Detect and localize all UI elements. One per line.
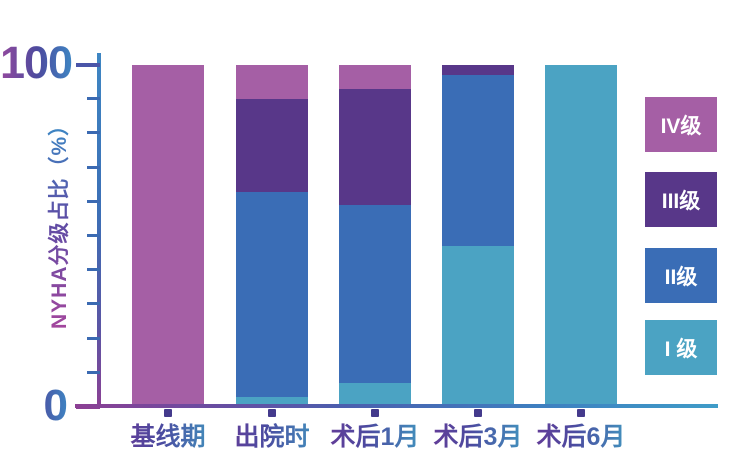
y-tick-10 xyxy=(87,371,100,374)
legend-item-II级: II级 xyxy=(645,248,717,303)
bar-基线期 xyxy=(132,65,204,407)
x-tick-marker-术后1月 xyxy=(371,409,379,417)
legend-item-IV级: IV级 xyxy=(645,97,717,152)
legend-item-III级: III级 xyxy=(645,172,717,227)
bar-术后1月 xyxy=(339,65,411,407)
bar-出院时 xyxy=(236,65,308,407)
y-tick-80 xyxy=(87,131,100,134)
bar-segment-基线期-IV级 xyxy=(132,65,204,407)
legend-label: II级 xyxy=(664,265,698,289)
legend-item-I级: I 级 xyxy=(645,320,717,375)
y-axis-line xyxy=(97,53,101,408)
y-tick-60 xyxy=(87,200,100,203)
bar-segment-术后1月-II级 xyxy=(339,205,411,384)
y-axis-ticks xyxy=(74,53,100,411)
x-tick-marker-术后3月 xyxy=(474,409,482,417)
bar-segment-术后1月-III级 xyxy=(339,88,411,206)
bar-segment-术后3月-II级 xyxy=(442,75,514,247)
legend-label: I 级 xyxy=(664,337,698,361)
bar-segment-出院时-II级 xyxy=(236,191,308,397)
bar-segment-术后1月-I级 xyxy=(339,383,411,407)
legend-label: IV级 xyxy=(660,114,702,138)
x-axis-label-术后3月: 术后3月 xyxy=(418,422,538,452)
y-tick-70 xyxy=(87,166,100,169)
y-tick-50 xyxy=(87,234,100,237)
x-tick-marker-基线期 xyxy=(164,409,172,417)
x-tick-marker-术后6月 xyxy=(577,409,585,417)
y-tick-30 xyxy=(87,302,100,305)
bar-segment-术后3月-III级 xyxy=(442,65,514,76)
y-axis-min-label: 0 xyxy=(0,384,68,428)
bar-segment-出院时-I级 xyxy=(236,396,308,407)
y-tick-90 xyxy=(87,97,100,100)
bar-segment-出院时-III级 xyxy=(236,99,308,192)
y-tick-40 xyxy=(87,268,100,271)
bar-segment-术后6月-I级 xyxy=(545,65,617,407)
x-axis-label-出院时: 出院时 xyxy=(212,422,332,452)
bar-segment-术后3月-I级 xyxy=(442,246,514,407)
x-axis-line xyxy=(75,404,718,408)
y-axis-title: NYHA分级占比（%） xyxy=(48,113,71,329)
bar-segment-出院时-IV级 xyxy=(236,65,308,100)
bar-术后3月 xyxy=(442,65,514,407)
x-tick-marker-出院时 xyxy=(268,409,276,417)
x-axis-label-术后1月: 术后1月 xyxy=(315,422,435,452)
x-axis-label-基线期: 基线期 xyxy=(108,422,228,452)
legend-label: III级 xyxy=(661,189,701,213)
bar-segment-术后1月-IV级 xyxy=(339,65,411,89)
y-tick-20 xyxy=(87,337,100,340)
bar-术后6月 xyxy=(545,65,617,407)
x-axis-label-术后6月: 术后6月 xyxy=(521,422,641,452)
plot-area xyxy=(100,53,720,407)
y-tick-100 xyxy=(76,63,100,67)
y-axis-max-label: 100 xyxy=(0,37,73,88)
